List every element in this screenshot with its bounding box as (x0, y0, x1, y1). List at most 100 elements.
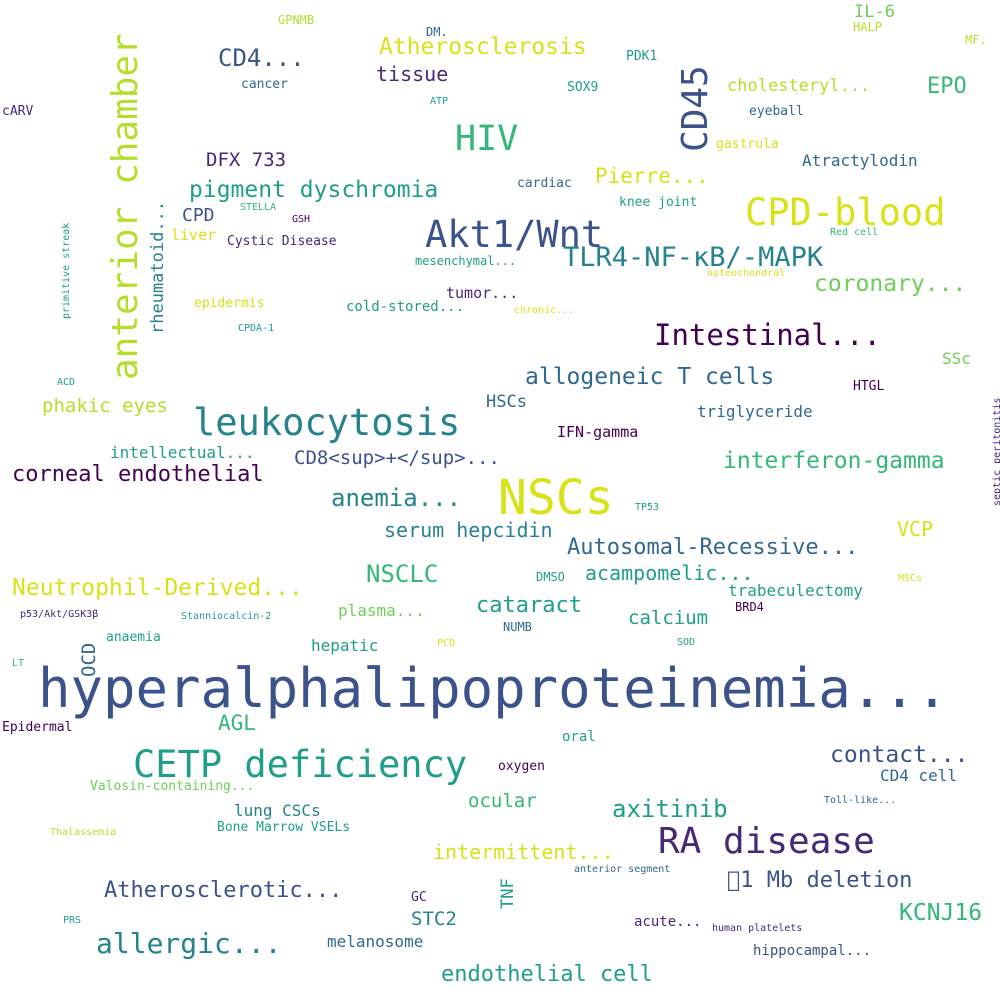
word-halp: HALP (853, 20, 882, 34)
word-endothelial-cell: endothelial cell (441, 962, 653, 987)
word-autosomal-recessive: Autosomal-Recessive... (567, 535, 859, 560)
word-stanniocalcin-2: Stanniocalcin-2 (181, 611, 272, 622)
word-p53-akt-gsk3: p53/Akt/GSK3β (20, 609, 99, 620)
word-ocd: OCD (78, 642, 100, 677)
word-dmso: DMSO (536, 570, 565, 584)
word-cpd-blood: CPD-blood (745, 191, 946, 234)
word-leukocytosis: leukocytosis (193, 401, 461, 444)
word-allergic: allergic... (96, 927, 282, 960)
word-dm: DM. (426, 25, 448, 39)
word-melanosome: melanosome (327, 932, 424, 951)
word-oral: oral (562, 729, 596, 745)
word-1-mb-deletion: 􏿽1 Mb deletion (727, 868, 913, 893)
word-epidermal: Epidermal (2, 720, 73, 735)
word-intestinal: Intestinal... (654, 318, 881, 352)
word-cd4: CD4... (218, 44, 305, 72)
word-contact: contact... (830, 742, 969, 768)
word-kcnj16: KCNJ16 (899, 900, 983, 926)
word-ra-disease: RA disease (658, 821, 875, 862)
word-cd45: CD45 (675, 65, 716, 152)
word-gpnmb: GPNMB (278, 13, 315, 27)
word-anaemia: anaemia (106, 630, 161, 645)
word-akt1-wnt: Akt1/Wnt (425, 213, 604, 256)
word-tlr4-nf-b-mapk: TLR4-NF-κB/-MAPK (563, 242, 824, 273)
word-mesenchymal: mesenchymal... (415, 254, 517, 268)
word-allogeneic-t-cells: allogeneic T cells (525, 364, 775, 390)
word-gsh: GSH (292, 214, 311, 225)
word-pigment-dyschromia: pigment dyschromia (189, 177, 439, 203)
word-il-6: IL-6 (854, 2, 895, 22)
word-sox9: SOX9 (567, 80, 599, 95)
word-oxygen: oxygen (498, 759, 545, 774)
word-septic-peritonitis: septic peritonitis (992, 397, 1000, 506)
word-knee-joint: knee joint (619, 195, 698, 210)
word-cetp-deficiency: CETP deficiency (133, 743, 468, 786)
word-tnf: TNF (498, 878, 518, 909)
word-corneal-endothelial: corneal endothelial (12, 462, 264, 487)
word-hepatic: hepatic (311, 636, 379, 655)
word-human-platelets: human platelets (712, 923, 803, 934)
word-gc: GC (411, 890, 427, 905)
word-cholesteryl: cholesteryl... (727, 76, 871, 96)
word-coronary: coronary... (814, 271, 967, 297)
word-carv: cARV (2, 104, 34, 119)
word-hiv: HIV (455, 119, 519, 159)
word-liver: liver (171, 226, 217, 244)
word-atherosclerotic: Atherosclerotic... (104, 878, 343, 903)
word-chronic: chronic... (514, 305, 575, 316)
word-cataract: cataract (476, 593, 582, 618)
word-bone-marrow-vsels: Bone Marrow VSELs (217, 820, 351, 835)
word-epidermis: epidermis (194, 296, 265, 311)
word-tissue: tissue (376, 62, 449, 86)
word-cold-stored: cold-stored... (346, 299, 465, 315)
word-plasma: plasma... (338, 601, 425, 620)
word-toll-like: Toll-like... (824, 795, 897, 806)
word-valosin-containing: Valosin-containing... (90, 779, 255, 794)
word-vcp: VCP (897, 517, 934, 541)
word-hyperalphalipoproteinemia: hyperalphalipoproteinemia... (38, 657, 949, 720)
word-ifn-gamma: IFN-gamma (557, 423, 639, 441)
word-lt: LT (12, 658, 25, 669)
word-ssc: SSc (942, 349, 971, 368)
word-eyeball: eyeball (749, 104, 804, 119)
word-intellectual: intellectual... (110, 443, 255, 462)
word-prs: PRS (63, 915, 82, 926)
word-lung-cscs: lung CSCs (234, 801, 321, 820)
word-nscs: NSCs (498, 470, 614, 526)
word-nsclc: NSCLC (366, 560, 439, 588)
word-pcd: PCD (437, 638, 456, 649)
word-atractylodin: Atractylodin (802, 151, 918, 170)
word-acd: ACD (57, 377, 76, 388)
word-cpda-1: CPDA-1 (238, 323, 275, 334)
word-acute: acute... (634, 914, 702, 930)
word-interferon-gamma: interferon-gamma (723, 448, 945, 474)
word-hscs: HSCs (486, 392, 527, 412)
word-anterior-segment: anterior segment (574, 864, 671, 875)
word-ocular: ocular (468, 790, 537, 812)
word-axitinib: axitinib (612, 795, 728, 823)
word-thalassemia: Thalassemia (50, 827, 117, 838)
word-tp53: TP53 (635, 502, 660, 513)
word-gastrula: gastrula (716, 137, 779, 152)
word-mscs: MSCs (898, 573, 923, 584)
word-stella: STELLA (240, 202, 277, 213)
word-cystic-disease: Cystic Disease (227, 234, 337, 249)
word-epo: EPO (927, 74, 967, 99)
word-mf: MF. (965, 33, 987, 47)
word-pierre: Pierre... (595, 164, 709, 188)
word-atp: ATP (430, 96, 449, 107)
word-triglyceride: triglyceride (697, 402, 813, 421)
word-primitive-streak: primitive streak (61, 222, 72, 319)
word-agl: AGL (218, 711, 256, 735)
word-dfx-733: DFX 733 (206, 149, 287, 171)
word-cd4-cell: CD4 cell (880, 766, 958, 785)
word-cpd: CPD (182, 205, 215, 226)
word-trabeculectomy: trabeculectomy (728, 581, 863, 600)
word-numb: NUMB (503, 620, 532, 634)
word-phakic-eyes: phakic eyes (42, 395, 168, 417)
word-osteochondral: osteochondral (707, 268, 786, 279)
word-atherosclerosis: Atherosclerosis (379, 34, 587, 60)
word-cancer: cancer (241, 77, 288, 92)
word-red-cell: Red cell (830, 227, 879, 238)
